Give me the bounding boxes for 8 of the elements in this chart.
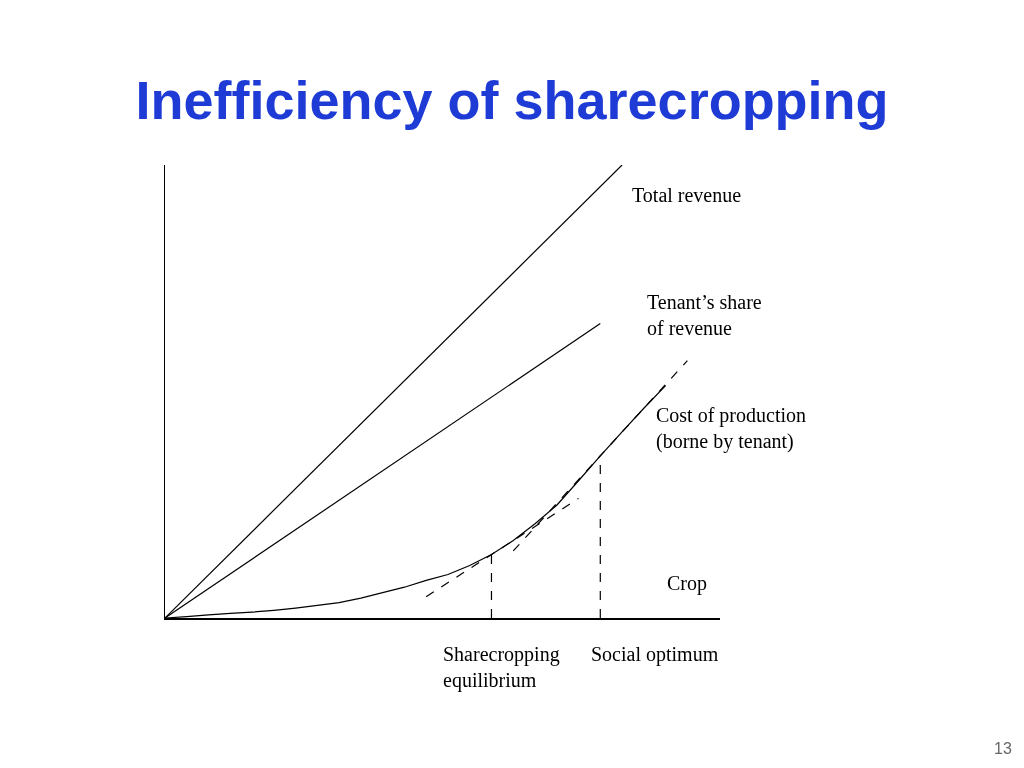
x-axis-title: Crop <box>667 572 707 595</box>
text: 13 <box>994 740 1012 757</box>
chart-title: Inefficiency of sharecropping <box>135 69 889 130</box>
series-label: Total revenue <box>632 184 742 206</box>
text: Sharecropping equilibrium <box>443 643 560 692</box>
text: Tenant’s share of revenue <box>647 291 762 339</box>
text: Social optimum <box>591 643 719 666</box>
series-label: Cost of production (borne by tenant) <box>656 404 806 453</box>
